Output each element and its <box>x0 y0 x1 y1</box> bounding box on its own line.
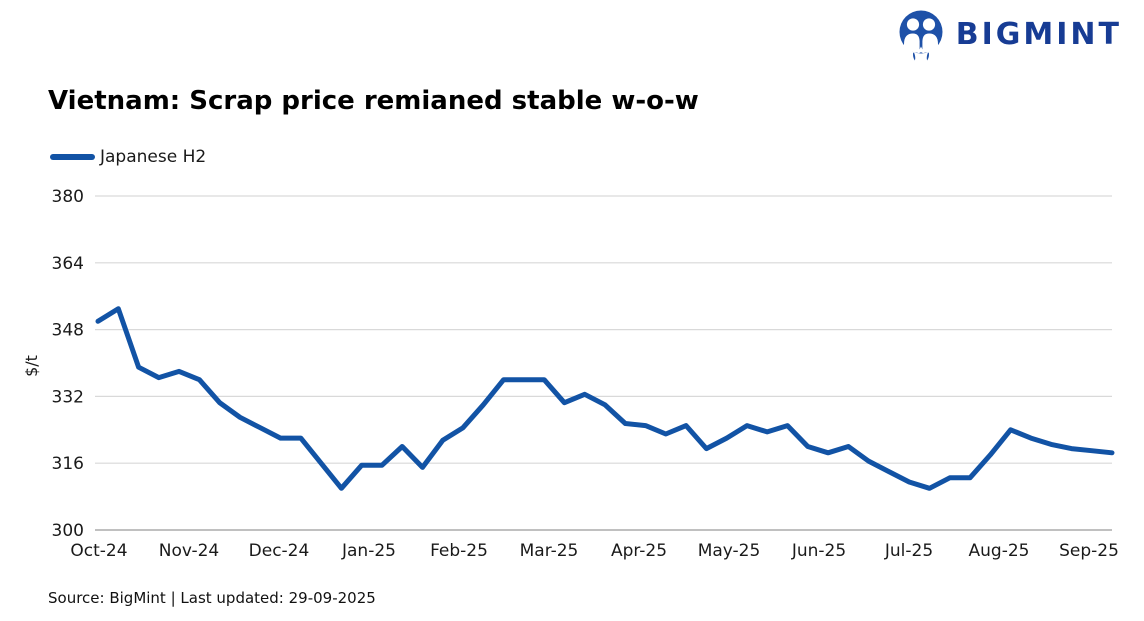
legend: Japanese H2 <box>50 147 206 167</box>
x-tick-label: Jun-25 <box>791 541 846 561</box>
y-tick-label: 332 <box>52 387 84 407</box>
x-tick-label: Jul-25 <box>884 541 933 561</box>
x-tick-label: Dec-24 <box>249 541 310 561</box>
x-tick-label: Oct-24 <box>70 541 127 561</box>
legend-line-swatch <box>50 154 95 160</box>
x-tick-label: Aug-25 <box>969 541 1030 561</box>
x-tick-label: Sep-25 <box>1059 541 1119 561</box>
bigmint-logo-text: BIGMINT <box>955 17 1122 52</box>
x-tick-label: Mar-25 <box>520 541 579 561</box>
y-tick-label: 348 <box>52 321 84 341</box>
x-tick-label: Apr-25 <box>611 541 667 561</box>
y-axis-unit-label: $/t <box>22 355 41 377</box>
y-tick-label: 364 <box>52 254 84 274</box>
y-tick-label: 380 <box>52 187 84 207</box>
legend-label: Japanese H2 <box>100 147 207 167</box>
y-tick-label: 316 <box>52 454 84 474</box>
y-tick-label: 300 <box>52 521 84 541</box>
x-tick-label: Feb-25 <box>430 541 488 561</box>
bigmint-logo-icon <box>899 10 943 61</box>
source-note: Source: BigMint | Last updated: 29-09-20… <box>48 589 376 607</box>
x-tick-label: Nov-24 <box>159 541 220 561</box>
x-tick-label: Jan-25 <box>341 541 396 561</box>
chart-title: Vietnam: Scrap price remianed stable w-o… <box>48 86 699 116</box>
x-tick-label: May-25 <box>698 541 761 561</box>
series-line-japanese-h2 <box>95 306 1115 491</box>
bigmint-logo: BIGMINT <box>895 8 1122 62</box>
